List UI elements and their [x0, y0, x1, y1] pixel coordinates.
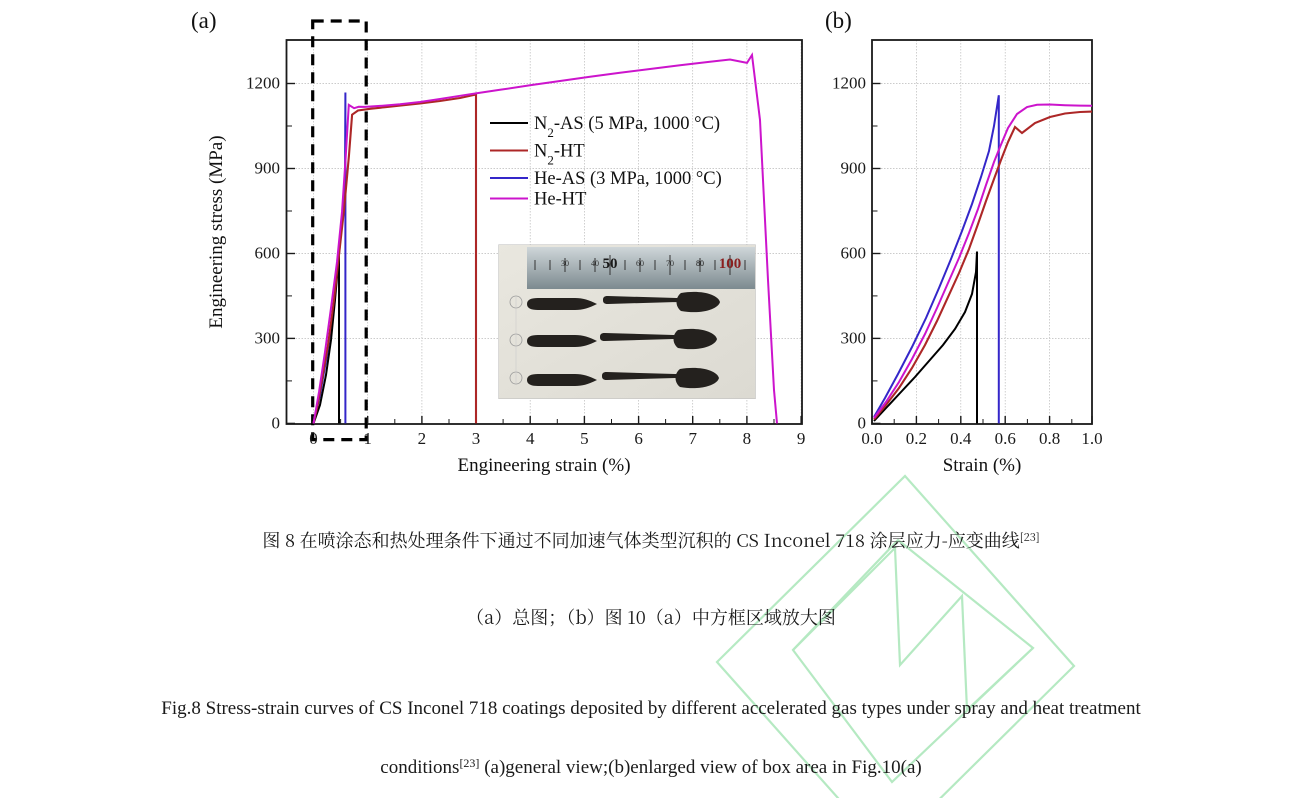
svg-text:0.4: 0.4 — [950, 429, 972, 448]
svg-text:N2-AS (5 MPa, 1000 °C): N2-AS (5 MPa, 1000 °C) — [534, 114, 720, 140]
svg-text:8: 8 — [743, 429, 752, 448]
svg-text:6: 6 — [634, 429, 643, 448]
svg-text:2: 2 — [418, 429, 427, 448]
svg-text:30: 30 — [561, 259, 569, 268]
svg-text:70: 70 — [666, 259, 674, 268]
svg-text:Engineering stress (MPa): Engineering stress (MPa) — [206, 135, 227, 328]
svg-text:N2-HT: N2-HT — [534, 142, 585, 168]
svg-text:1200: 1200 — [246, 74, 280, 93]
svg-text:1200: 1200 — [832, 74, 866, 93]
svg-text:0: 0 — [309, 429, 318, 448]
svg-text:80: 80 — [696, 259, 704, 268]
svg-text:100: 100 — [719, 256, 742, 272]
svg-text:9: 9 — [797, 429, 806, 448]
svg-text:1.0: 1.0 — [1081, 429, 1102, 448]
svg-text:0: 0 — [272, 414, 281, 433]
svg-text:0.8: 0.8 — [1039, 429, 1060, 448]
svg-text:3: 3 — [472, 429, 481, 448]
svg-text:0.2: 0.2 — [906, 429, 927, 448]
svg-text:40: 40 — [591, 259, 599, 268]
svg-text:60: 60 — [636, 259, 644, 268]
svg-text:Engineering strain (%): Engineering strain (%) — [457, 455, 630, 476]
svg-text:0.0: 0.0 — [861, 429, 882, 448]
svg-text:900: 900 — [841, 159, 867, 178]
svg-text:4: 4 — [526, 429, 535, 448]
svg-text:900: 900 — [255, 159, 281, 178]
svg-text:600: 600 — [255, 244, 281, 263]
svg-text:1: 1 — [363, 429, 372, 448]
svg-text:Strain (%): Strain (%) — [943, 455, 1022, 476]
svg-text:300: 300 — [841, 329, 867, 348]
svg-text:He-AS (3 MPa, 1000 °C): He-AS (3 MPa, 1000 °C) — [534, 169, 722, 189]
svg-text:50: 50 — [603, 256, 618, 272]
svg-text:5: 5 — [580, 429, 589, 448]
svg-text:600: 600 — [841, 244, 867, 263]
svg-text:7: 7 — [688, 429, 697, 448]
svg-text:He-HT: He-HT — [534, 190, 586, 210]
svg-text:300: 300 — [255, 329, 281, 348]
svg-text:0.6: 0.6 — [995, 429, 1016, 448]
